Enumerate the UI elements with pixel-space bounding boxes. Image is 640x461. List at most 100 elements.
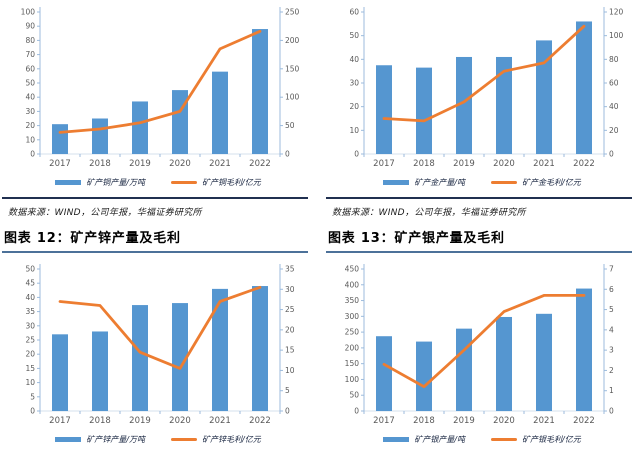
x-axis-label-2020: 2020 [169,416,191,426]
right-axis-tick-label: 0 [609,150,614,159]
right-axis-tick-label: 0 [609,407,614,416]
x-axis-label-2018: 2018 [413,159,435,169]
right-axis-tick-label: 0 [285,150,290,159]
x-axis-label-2019: 2019 [129,159,151,169]
right-axis-tick-label: 20 [609,126,619,135]
x-axis-label-2021: 2021 [533,416,555,426]
left-axis-tick-label: 30 [25,321,35,330]
left-axis-tick-label: 20 [25,350,35,359]
bar-silver-2018 [416,341,432,411]
right-axis-tick-label: 150 [285,64,300,73]
bar-legend-label: 矿产银产量/吨 [414,435,465,444]
x-axis-label-2019: 2019 [453,159,475,169]
bar-legend-swatch [383,180,410,185]
data-source-note: 数据来源：WIND，公司年报，华福证券研究所 [332,208,526,218]
left-axis-tick-label: 10 [25,135,35,144]
right-axis-tick-label: 50 [285,121,295,130]
silver-profit-line [382,294,586,389]
figure-12-title-underline [2,251,308,253]
right-axis-tick-label: 0 [285,407,290,416]
left-axis-tick-label: 300 [345,312,360,321]
section-divider [326,197,632,199]
zinc-chart-legend: 矿产锌产量/万吨 矿产锌毛利/亿元 [2,434,314,445]
x-axis-label-2020: 2020 [169,159,191,169]
left-axis-tick-label: 0 [354,150,359,159]
copper-chart-legend: 矿产铜产量/万吨 矿产铜毛利/亿元 [2,177,314,188]
bar-legend-swatch [55,437,82,442]
right-axis-tick-label: 3 [609,346,614,355]
bar-legend-label: 矿产锌产量/万吨 [86,435,145,444]
left-axis-tick-label: 50 [25,265,35,274]
bar-gold-2020 [496,56,512,154]
x-axis-label-2018: 2018 [413,416,435,426]
line-legend-swatch [171,438,197,441]
left-axis-tick-label: 200 [345,343,360,352]
bar-zinc-2017 [52,334,68,411]
left-axis-tick-label: 350 [345,296,360,305]
bar-copper-2017 [52,124,68,154]
bar-zinc-2019 [132,305,148,411]
left-axis-tick-label: 100 [21,8,36,17]
bar-zinc-2021 [212,288,228,411]
copper-chart-plot: 0 10 20 30 40 50 60 70 80 90 100 0 50 100 150 200 250 201… [2,2,314,172]
bar-copper-2018 [92,118,108,154]
zinc-chart-plot: 0 5 10 15 20 25 30 35 40 45 50 0 5 10 15 20 25 30 35 2017 20… [2,259,314,429]
silver-chart-svg: 0 50 100 150 200 250 300 350 400 450 0 1 2 3 4 5 6 7 2017 2… [345,264,614,426]
copper-profit-line [58,29,262,134]
left-axis-tick-label: 0 [30,150,35,159]
gold-chart-svg: 0 10 20 30 40 50 60 0 20 40 60 80 100 120 2017 2018 2019… [349,7,624,169]
x-axis-label-2019: 2019 [129,416,151,426]
right-axis-tick-label: 120 [609,8,624,17]
copper-chart-svg: 0 10 20 30 40 50 60 70 80 90 100 0 50 100 150 200 250 201… [21,7,300,169]
x-axis-label-2021: 2021 [533,159,555,169]
bar-gold-2018 [416,67,432,154]
report-figures-grid: 0 10 20 30 40 50 60 70 80 90 100 0 50 100 150 200 250 201… [2,2,638,445]
left-axis-tick-label: 0 [30,407,35,416]
bar-zinc-2022 [252,286,268,411]
figure-13-title: 图表 13：矿产银产量及毛利 [328,231,505,246]
right-axis-tick-label: 40 [609,102,619,111]
gold-chart-plot: 0 10 20 30 40 50 60 0 20 40 60 80 100 120 2017 2018 2019… [326,2,638,172]
left-axis-tick-label: 30 [25,107,35,116]
left-axis-tick-label: 40 [25,293,35,302]
bar-silver-2021 [536,313,552,411]
left-axis-tick-label: 60 [349,8,359,17]
x-axis-label-2017: 2017 [373,416,395,426]
section-divider [2,197,308,199]
gold-chart-legend: 矿产金产量/吨 矿产金毛利/亿元 [326,177,638,188]
left-axis-tick-label: 10 [25,378,35,387]
x-axis-label-2017: 2017 [49,159,71,169]
right-axis-tick-label: 15 [285,346,295,355]
gold-production-chart: 0 10 20 30 40 50 60 0 20 40 60 80 100 120 2017 2018 2019… [326,2,638,188]
x-axis-label-2018: 2018 [89,159,111,169]
bar-copper-2021 [212,71,228,154]
x-axis-label-2022: 2022 [249,416,271,426]
right-axis-tick-label: 20 [285,325,295,334]
right-axis-tick-label: 10 [285,366,295,375]
left-axis-tick-label: 25 [25,336,35,345]
left-axis-tick-label: 35 [25,307,35,316]
zinc-chart-svg: 0 5 10 15 20 25 30 35 40 45 50 0 5 10 15 20 25 30 35 2017 20… [25,264,295,426]
x-axis-label-2022: 2022 [573,159,595,169]
left-axis-tick-label: 250 [345,328,360,337]
right-axis-tick-label: 2 [609,366,614,375]
bar-legend-label: 矿产金产量/吨 [414,178,465,187]
bar-silver-2022 [576,288,592,411]
bar-legend-swatch [55,180,82,185]
left-axis-tick-label: 40 [349,55,359,64]
line-legend-label: 矿产铜毛利/亿元 [202,178,261,187]
left-axis-tick-label: 80 [25,36,35,45]
x-axis-label-2020: 2020 [493,416,515,426]
x-axis-label-2017: 2017 [373,159,395,169]
right-axis-tick-label: 100 [285,93,300,102]
line-legend-label: 矿产银毛利/亿元 [522,435,581,444]
bar-zinc-2018 [92,331,108,411]
left-axis-tick-label: 0 [354,407,359,416]
data-source-note: 数据来源：WIND，公司年报，华福证券研究所 [8,208,202,218]
left-axis-tick-label: 5 [30,392,35,401]
silver-production-chart: 0 50 100 150 200 250 300 350 400 450 0 1 2 3 4 5 6 7 2017 2… [326,259,638,445]
right-column: 0 10 20 30 40 50 60 0 20 40 60 80 100 120 2017 2018 2019… [326,2,638,445]
x-axis-label-2021: 2021 [209,159,231,169]
right-axis-tick-label: 7 [609,265,614,274]
left-axis-tick-label: 50 [349,391,359,400]
